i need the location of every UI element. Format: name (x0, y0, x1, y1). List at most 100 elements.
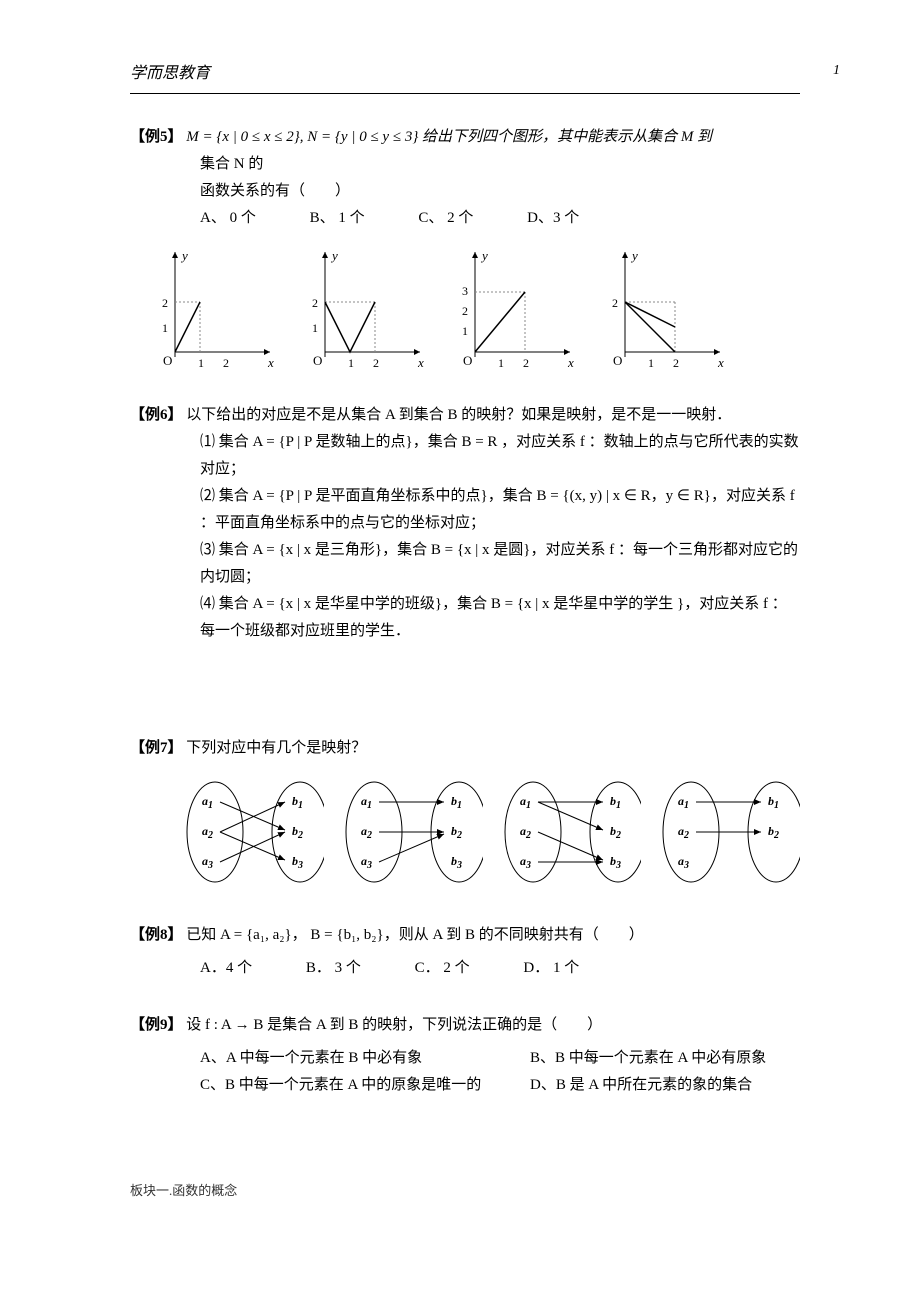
svg-text:O: O (313, 353, 322, 368)
svg-text:b1: b1 (610, 794, 621, 811)
chart-3: x y O 1 2 1 2 3 (450, 242, 580, 372)
ex5-label: 【例5】 (130, 129, 183, 145)
ex6-stem: 以下给出的对应是不是从集合 A 到集合 B 的映射？如果是映射，是不是一一映射． (186, 407, 731, 423)
svg-text:x: x (567, 355, 574, 370)
svg-text:2: 2 (223, 356, 229, 370)
mapping-1: a1 a2 a3 b1 b2 b3 (180, 772, 324, 892)
svg-text:b2: b2 (768, 824, 779, 841)
chart-4: x y O 1 2 2 (600, 242, 730, 372)
ex9-stem: 设 f : A → B 是集合 A 到 B 的映射，下列说法正确的是（ ） (186, 1017, 602, 1033)
ex5-opt-a: A、 0 个 (200, 205, 256, 232)
svg-text:b2: b2 (610, 824, 621, 841)
ex5-stem-2: 集合 N 的 (200, 151, 800, 178)
svg-text:3: 3 (462, 284, 468, 298)
svg-text:O: O (163, 353, 172, 368)
svg-text:x: x (717, 355, 724, 370)
svg-text:b3: b3 (610, 854, 621, 871)
example-7: 【例7】 下列对应中有几个是映射？ a1 a2 a3 b1 b2 b3 a1 a… (130, 735, 800, 892)
svg-text:b2: b2 (451, 824, 462, 841)
ex6-p3: ⑶ 集合 A = {x | x 是三角形}，集合 B = {x | x 是圆}，… (200, 537, 800, 591)
svg-text:y: y (480, 248, 488, 263)
ex9-opt-a: A、A 中每一个元素在 B 中必有象 (200, 1045, 500, 1072)
ex8-label: 【例8】 (130, 927, 183, 943)
ex9-label: 【例9】 (130, 1017, 183, 1033)
svg-text:a2: a2 (678, 824, 689, 841)
svg-text:1: 1 (348, 356, 354, 370)
svg-text:2: 2 (612, 296, 618, 310)
ex6-label: 【例6】 (130, 407, 183, 423)
svg-text:2: 2 (673, 356, 679, 370)
svg-text:1: 1 (162, 321, 168, 335)
svg-text:y: y (180, 248, 188, 263)
page-number: 1 (833, 58, 840, 83)
svg-text:a1: a1 (361, 794, 372, 811)
svg-text:a1: a1 (202, 794, 213, 811)
svg-text:b3: b3 (292, 854, 303, 871)
ex5-stem-3: 函数关系的有（ ） (200, 178, 800, 205)
header-rule (130, 93, 800, 94)
svg-text:a1: a1 (678, 794, 689, 811)
svg-text:a3: a3 (361, 854, 372, 871)
ex8-opt-b: B． 3 个 (306, 955, 361, 982)
svg-text:a2: a2 (361, 824, 372, 841)
svg-text:b3: b3 (451, 854, 462, 871)
ex5-options: A、 0 个 B、 1 个 C、 2 个 D、3 个 (200, 205, 800, 232)
page-header: 学而思教育 1 (130, 60, 800, 93)
ex5-opt-b: B、 1 个 (310, 205, 365, 232)
svg-text:x: x (267, 355, 274, 370)
svg-text:1: 1 (648, 356, 654, 370)
ex8-opt-d: D． 1 个 (523, 955, 579, 982)
chart-1: x y O 1 2 1 2 (150, 242, 280, 372)
svg-text:O: O (613, 353, 622, 368)
ex9-opt-b: B、B 中每一个元素在 A 中必有原象 (530, 1045, 766, 1072)
ex7-stem: 下列对应中有几个是映射？ (186, 740, 366, 756)
svg-text:a3: a3 (678, 854, 689, 871)
ex6-p4: ⑷ 集合 A = {x | x 是华星中学的班级}，集合 B = {x | x … (200, 591, 800, 645)
svg-text:b1: b1 (768, 794, 779, 811)
svg-text:2: 2 (162, 296, 168, 310)
ex8-opt-a: A．4 个 (200, 955, 252, 982)
ex5-opt-d: D、3 个 (527, 205, 579, 232)
ex5-stem-1: M = {x | 0 ≤ x ≤ 2}, N = {y | 0 ≤ y ≤ 3}… (186, 129, 712, 145)
svg-text:b2: b2 (292, 824, 303, 841)
mapping-4: a1 a2 a3 b1 b2 (656, 772, 800, 892)
ex7-diagrams: a1 a2 a3 b1 b2 b3 a1 a2 a3 b1 b2 b3 (180, 772, 800, 892)
ex6-p1: ⑴ 集合 A = {P | P 是数轴上的点}，集合 B = R ，对应关系 f… (200, 429, 800, 483)
svg-text:2: 2 (373, 356, 379, 370)
mapping-2: a1 a2 a3 b1 b2 b3 (339, 772, 483, 892)
svg-text:2: 2 (523, 356, 529, 370)
ex5-opt-c: C、 2 个 (418, 205, 473, 232)
ex9-opt-c: C、B 中每一个元素在 A 中的原象是唯一的 (200, 1072, 500, 1099)
example-5: 【例5】 M = {x | 0 ≤ x ≤ 2}, N = {y | 0 ≤ y… (130, 124, 800, 372)
svg-text:1: 1 (312, 321, 318, 335)
svg-text:a2: a2 (202, 824, 213, 841)
svg-text:a3: a3 (520, 854, 531, 871)
ex5-charts: x y O 1 2 1 2 x y O 1 2 1 2 (150, 242, 800, 372)
svg-text:a2: a2 (520, 824, 531, 841)
svg-text:b1: b1 (292, 794, 303, 811)
svg-text:x: x (417, 355, 424, 370)
svg-text:1: 1 (462, 324, 468, 338)
ex6-p2: ⑵ 集合 A = {P | P 是平面直角坐标系中的点}，集合 B = {(x,… (200, 483, 800, 537)
svg-text:a1: a1 (520, 794, 531, 811)
svg-text:y: y (330, 248, 338, 263)
example-6: 【例6】 以下给出的对应是不是从集合 A 到集合 B 的映射？如果是映射，是不是… (130, 402, 800, 645)
brand: 学而思教育 (130, 65, 210, 82)
example-8: 【例8】 已知 A = {a₁, a₂}， B = {b₁, b₂}，则从 A … (130, 922, 800, 982)
svg-text:a3: a3 (202, 854, 213, 871)
ex9-opt-d: D、B 是 A 中所在元素的象的集合 (530, 1072, 752, 1099)
svg-text:y: y (630, 248, 638, 263)
example-9: 【例9】 设 f : A → B 是集合 A 到 B 的映射，下列说法正确的是（… (130, 1012, 800, 1099)
ex7-label: 【例7】 (130, 740, 183, 756)
svg-text:2: 2 (312, 296, 318, 310)
page-footer: 板块一.函数的概念 (130, 1179, 800, 1202)
svg-text:O: O (463, 353, 472, 368)
ex8-opt-c: C． 2 个 (415, 955, 470, 982)
ex8-stem: 已知 A = {a₁, a₂}， B = {b₁, b₂}，则从 A 到 B 的… (186, 927, 643, 943)
svg-text:2: 2 (462, 304, 468, 318)
svg-text:1: 1 (198, 356, 204, 370)
svg-text:1: 1 (498, 356, 504, 370)
chart-2: x y O 1 2 1 2 (300, 242, 430, 372)
mapping-3: a1 a2 a3 b1 b2 b3 (498, 772, 642, 892)
svg-text:b1: b1 (451, 794, 462, 811)
